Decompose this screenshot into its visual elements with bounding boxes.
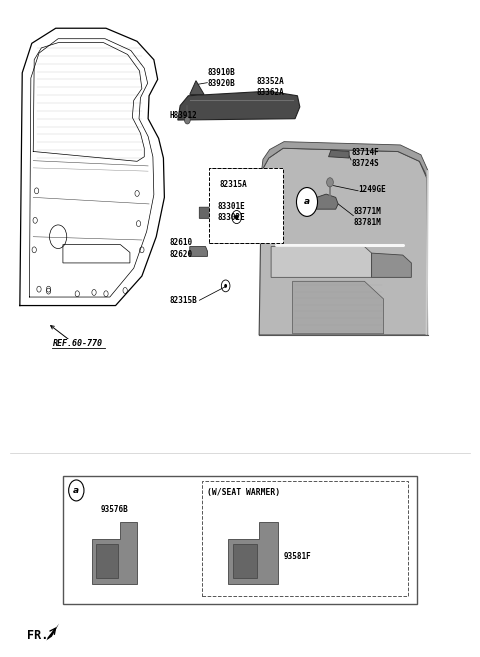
Text: 93576B: 93576B <box>100 505 128 514</box>
Circle shape <box>297 187 318 216</box>
Polygon shape <box>271 246 372 277</box>
Text: 82610
82620: 82610 82620 <box>169 238 193 259</box>
Polygon shape <box>96 544 118 578</box>
Text: 83352A
83362A: 83352A 83362A <box>257 77 285 97</box>
Text: FR.: FR. <box>27 629 48 642</box>
Polygon shape <box>233 544 257 578</box>
Text: REF.60-770: REF.60-770 <box>53 339 103 348</box>
FancyBboxPatch shape <box>209 168 283 243</box>
Text: 82315B: 82315B <box>169 296 197 305</box>
Text: 83771M
83781M: 83771M 83781M <box>354 207 382 227</box>
Circle shape <box>184 116 190 124</box>
Text: 1249GE: 1249GE <box>359 185 386 194</box>
Polygon shape <box>328 150 349 158</box>
Text: H83912: H83912 <box>169 111 197 120</box>
Polygon shape <box>259 148 428 335</box>
Circle shape <box>326 177 333 187</box>
Text: (W/SEAT WARMER): (W/SEAT WARMER) <box>207 487 281 497</box>
Circle shape <box>235 214 239 219</box>
Polygon shape <box>46 623 59 641</box>
Polygon shape <box>317 194 338 209</box>
Circle shape <box>224 284 227 288</box>
Text: 83910B
83920B: 83910B 83920B <box>207 68 235 88</box>
Polygon shape <box>228 522 278 584</box>
Text: a: a <box>304 198 310 206</box>
Polygon shape <box>372 253 411 277</box>
Polygon shape <box>293 281 384 334</box>
Text: 83301E
83302E: 83301E 83302E <box>217 202 245 222</box>
Text: 82315A: 82315A <box>219 179 247 189</box>
Polygon shape <box>92 522 137 584</box>
Polygon shape <box>178 91 300 120</box>
Polygon shape <box>199 207 218 218</box>
Circle shape <box>69 480 84 501</box>
Polygon shape <box>190 246 207 256</box>
FancyBboxPatch shape <box>63 476 417 604</box>
Text: a: a <box>73 486 79 495</box>
Polygon shape <box>262 142 428 177</box>
Text: 93581F: 93581F <box>284 552 312 560</box>
Text: 83714F
83724S: 83714F 83724S <box>351 148 379 168</box>
Polygon shape <box>190 81 204 95</box>
